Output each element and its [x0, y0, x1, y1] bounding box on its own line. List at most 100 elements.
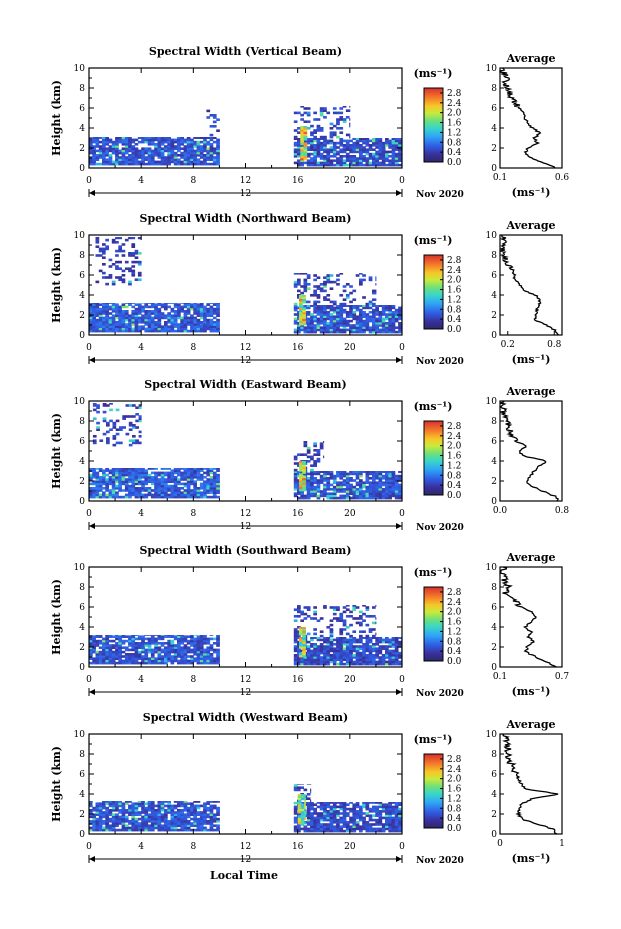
heatmap-cell	[105, 493, 109, 497]
heatmap-cell	[300, 131, 304, 134]
heatmap-cell	[128, 642, 132, 645]
heatmap-cell	[183, 160, 188, 164]
heatmap-cell	[336, 827, 340, 831]
heatmap-cell	[336, 829, 340, 833]
heatmap-cell	[141, 657, 145, 660]
heatmap-cell	[339, 317, 344, 321]
heatmap-cell	[316, 485, 321, 489]
heatmap-cell	[306, 276, 311, 279]
heatmap-cell	[154, 661, 158, 665]
heatmap-cell	[336, 315, 340, 318]
heatmap-cell	[326, 805, 331, 809]
heatmap-cell	[134, 644, 139, 647]
heatmap-cell	[106, 441, 110, 445]
heatmap-cell	[300, 155, 304, 159]
heatmap-cell	[368, 488, 373, 491]
heatmap-cell	[398, 138, 402, 140]
heatmap-cell	[362, 605, 366, 607]
heatmap-cell	[209, 314, 214, 317]
heatmap-cell	[160, 635, 165, 636]
heatmap-cell	[355, 306, 360, 310]
heatmap-cell	[372, 155, 376, 158]
heatmap-cell	[98, 149, 103, 153]
heatmap-cell	[98, 482, 103, 486]
heatmap-cell	[368, 139, 373, 143]
heatmap-cell	[167, 635, 171, 638]
heatmap-cell	[313, 827, 317, 831]
heatmap-cell	[131, 655, 136, 658]
heatmap-cell	[293, 483, 298, 487]
heatmap-cell	[144, 473, 149, 477]
heatmap-cell	[144, 487, 149, 490]
heatmap-cell	[154, 321, 158, 324]
heatmap-cell	[398, 141, 402, 145]
heatmap-cell	[154, 659, 158, 663]
heatmap-cell	[303, 656, 308, 659]
heatmap-cell	[297, 481, 301, 484]
heatmap-cell	[310, 807, 314, 811]
heatmap-cell	[203, 147, 207, 150]
heatmap-cell	[154, 478, 158, 481]
heatmap-cell	[92, 156, 96, 159]
heatmap-cell	[92, 149, 96, 153]
heatmap-cell	[206, 828, 211, 832]
heatmap-cell	[216, 653, 220, 656]
heatmap-cell	[212, 140, 217, 144]
heatmap-cell	[196, 160, 201, 164]
heatmap-cell	[293, 805, 298, 809]
heatmap-cell	[323, 285, 327, 288]
heatmap-cell	[329, 472, 334, 476]
heatmap-cell	[339, 816, 344, 820]
heatmap-cell	[137, 137, 142, 139]
heatmap-cell	[150, 659, 155, 663]
date-label: Nov 2020	[416, 190, 464, 200]
heatmap-cell	[144, 478, 149, 481]
heatmap-cell	[115, 307, 119, 311]
heatmap-cell	[319, 315, 324, 318]
heatmap-cell	[398, 148, 402, 151]
heatmap-cell	[203, 314, 207, 317]
average-y-tick-label: 4	[491, 124, 497, 134]
heatmap-cell	[349, 319, 353, 323]
heatmap-cell	[300, 656, 304, 659]
heatmap-cell	[137, 657, 142, 660]
heatmap-cell	[111, 659, 116, 663]
heatmap-cell	[319, 308, 324, 312]
heatmap-cell	[332, 163, 337, 167]
heatmap-cell	[154, 468, 158, 470]
heatmap-cell	[306, 113, 311, 117]
heatmap-cell	[141, 482, 145, 486]
heatmap-cell	[177, 480, 181, 483]
colorbar-tick-label: 0.4	[447, 315, 462, 325]
heatmap-cell	[388, 494, 392, 498]
heatmap-cell	[111, 655, 116, 658]
heatmap-cell	[105, 310, 109, 313]
heatmap-cell	[206, 491, 211, 494]
heatmap-cell	[216, 659, 220, 663]
heatmap-cell	[134, 493, 139, 497]
heatmap-cell	[342, 638, 347, 642]
heatmap-cell	[306, 662, 311, 666]
heatmap-cell	[199, 476, 204, 479]
heatmap-cell	[135, 441, 139, 445]
heatmap-cell	[118, 661, 122, 665]
heatmap-cell	[378, 315, 383, 318]
heatmap-cell	[164, 471, 168, 475]
heatmap-cell	[313, 651, 317, 655]
heatmap-cell	[141, 469, 145, 472]
heatmap-cell	[339, 643, 344, 646]
heatmap-cell	[160, 151, 165, 155]
heatmap-cell	[388, 488, 392, 491]
heatmap-cell	[190, 323, 194, 326]
heatmap-cell	[336, 135, 340, 139]
heatmap-cell	[177, 824, 181, 827]
heatmap-cell	[102, 646, 106, 649]
heatmap-cell	[385, 150, 389, 154]
heatmap-cell	[173, 804, 178, 808]
heatmap-cell	[180, 471, 184, 475]
heatmap-cell	[186, 809, 191, 812]
heatmap-cell	[108, 325, 113, 328]
heatmap-cell	[339, 144, 344, 147]
heatmap-cell	[316, 319, 321, 323]
heatmap-cell	[212, 137, 217, 139]
